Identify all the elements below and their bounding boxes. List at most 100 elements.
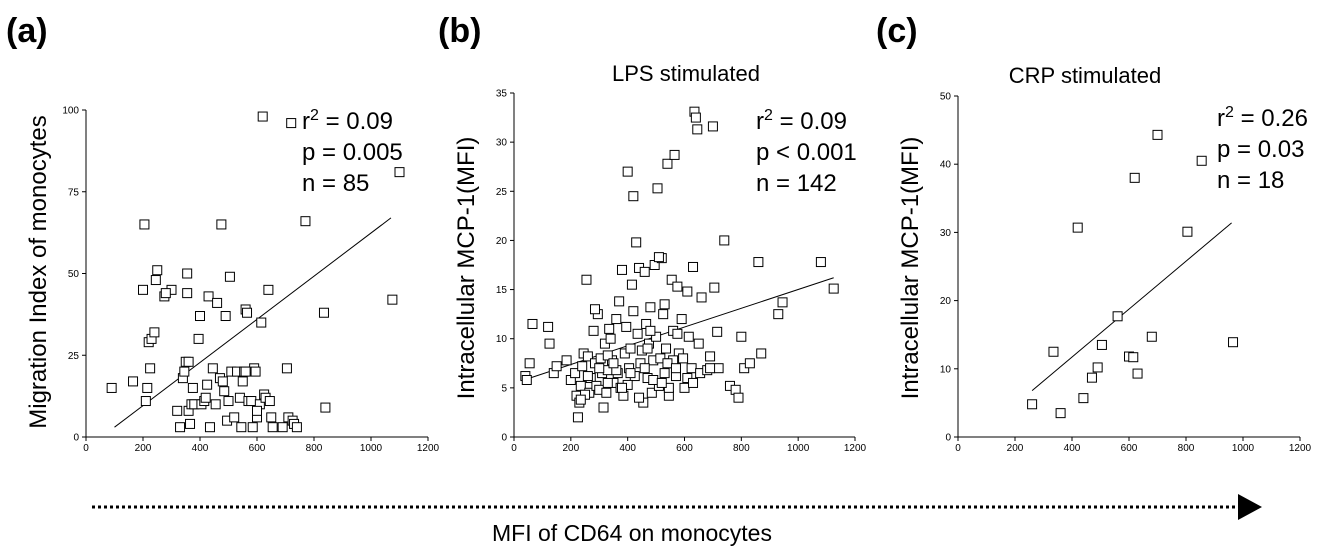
data-point-b	[575, 380, 586, 391]
data-point-b	[581, 274, 592, 285]
data-point-a	[175, 422, 186, 433]
data-point-b	[676, 314, 687, 325]
data-point-b	[521, 374, 532, 385]
x-tick-label-b: 1200	[844, 443, 867, 454]
data-point-b	[646, 387, 657, 398]
data-point-a	[216, 219, 227, 230]
data-point-b	[651, 331, 662, 342]
data-point-b	[712, 326, 723, 337]
data-point-a	[142, 382, 153, 393]
data-point-b	[652, 183, 663, 194]
y-tick-label-b: 30	[496, 138, 508, 149]
data-point-a	[179, 366, 190, 377]
data-point-c	[1072, 222, 1083, 233]
data-point-b	[605, 333, 616, 344]
data-point-a	[263, 284, 274, 295]
data-point-a	[195, 311, 205, 322]
x-tick-label-a: 1000	[360, 443, 383, 454]
data-point-a	[200, 392, 211, 403]
data-point-b	[682, 286, 693, 297]
plot-area-c: 0 200 400 600 800 1000 1200 0 10 20 30 40 50	[940, 92, 1312, 455]
data-point-a	[246, 396, 257, 407]
data-point-a	[237, 376, 248, 387]
data-point-a	[182, 288, 193, 299]
x-tick-label-c: 0	[955, 443, 961, 454]
data-point-b	[634, 392, 645, 403]
data-point-b	[621, 321, 632, 332]
data-point-b	[648, 374, 659, 385]
data-point-a	[219, 386, 230, 397]
data-point-a	[145, 363, 156, 374]
data-point-b	[551, 361, 562, 372]
data-point-a	[204, 422, 215, 433]
panel-a-r2: r2 = 0.09	[302, 107, 393, 135]
panel-c-ylabel: Intracellular MCP-1(MFI)	[897, 137, 924, 400]
panel-b-n: n = 142	[756, 170, 837, 197]
data-point-c	[1112, 311, 1123, 322]
data-point-b	[693, 338, 704, 349]
data-point-a	[256, 317, 267, 328]
data-point-b	[662, 158, 673, 169]
data-point-a	[234, 392, 245, 403]
data-point-b	[616, 382, 627, 393]
trendline-a	[114, 217, 392, 428]
y-tick-label-b: 15	[496, 285, 508, 296]
data-point-a	[202, 379, 213, 390]
data-point-c	[1132, 368, 1143, 379]
panel-a-p: p = 0.005	[302, 139, 403, 166]
data-point-b	[669, 149, 680, 160]
data-point-a	[318, 307, 329, 318]
x-tick-label-c: 1200	[1289, 443, 1312, 454]
y-tick-label-b: 20	[496, 236, 508, 247]
data-point-b	[543, 321, 554, 332]
data-point-a	[247, 422, 258, 433]
data-point-b	[582, 371, 593, 382]
data-point-b	[661, 343, 672, 354]
data-point-b	[577, 361, 588, 372]
y-tick-label-c: 0	[945, 433, 951, 444]
data-point-b	[622, 166, 633, 177]
panel-b-r2: r2 = 0.09	[756, 107, 847, 135]
y-tick-label-b: 25	[496, 187, 508, 198]
y-tick-label-b: 0	[501, 433, 507, 444]
data-point-a	[394, 167, 405, 178]
data-point-b	[658, 309, 669, 320]
data-point-a	[320, 402, 331, 413]
x-tick-label-b: 600	[676, 443, 693, 454]
data-point-b	[692, 124, 703, 135]
data-point-a	[140, 396, 151, 407]
panel-a-letter: (a)	[6, 12, 48, 50]
x-tick-label-a: 200	[135, 443, 152, 454]
panel-a-r2-sup: 2	[310, 107, 319, 124]
y-tick-label-c: 10	[940, 364, 952, 375]
y-tick-label-c: 50	[940, 92, 952, 103]
x-tick-label-a: 0	[83, 443, 89, 454]
data-point-c	[1146, 331, 1157, 342]
data-point-b	[524, 358, 535, 369]
data-point-a	[281, 363, 292, 374]
data-point-b	[688, 377, 699, 388]
panel-c-title: CRP stimulated	[1009, 63, 1161, 88]
shared-x-label: MFI of CD64 on monocytes	[492, 520, 772, 546]
x-tick-label-c: 800	[1178, 443, 1195, 454]
plot-area-a: 0 200 400 600 800 1000 1200 0 25 50 75 100	[62, 106, 439, 455]
data-point-b	[598, 402, 609, 413]
data-point-b	[575, 394, 586, 405]
x-tick-label-c: 400	[1064, 443, 1081, 454]
data-point-c	[1048, 346, 1059, 357]
data-point-b	[713, 363, 724, 374]
data-point-b	[611, 314, 622, 325]
x-tick-label-a: 1200	[417, 443, 440, 454]
data-point-a	[203, 291, 214, 302]
data-point-b	[659, 299, 670, 310]
data-point-b	[815, 257, 826, 268]
y-tick-label-c: 30	[940, 228, 952, 239]
data-point-b	[616, 264, 627, 275]
data-point-a	[212, 297, 223, 308]
data-point-a	[106, 382, 117, 393]
data-point-b	[602, 377, 613, 388]
data-point-b	[588, 325, 599, 336]
data-point-a	[264, 396, 275, 407]
data-point-a	[236, 422, 247, 433]
trendline-c	[1031, 222, 1232, 392]
